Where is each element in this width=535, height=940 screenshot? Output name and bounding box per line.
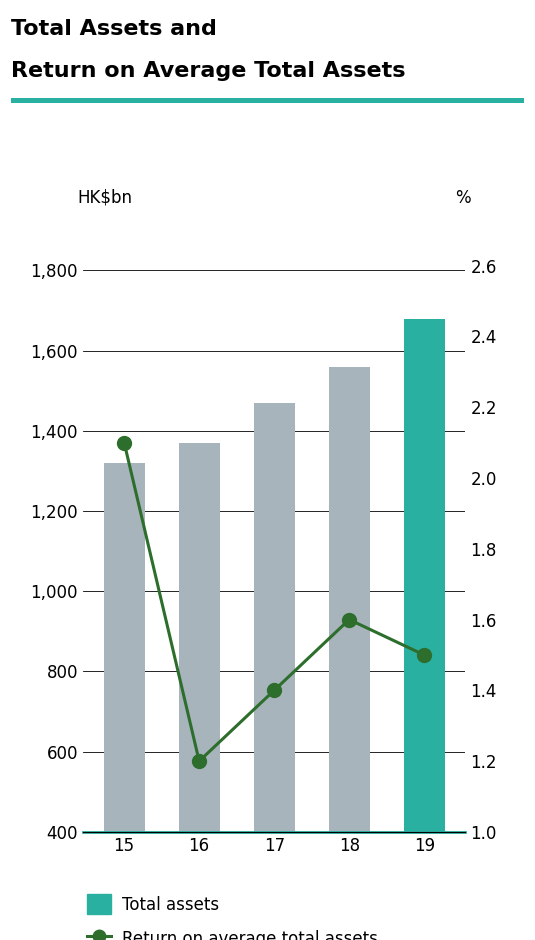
- Text: Return on Average Total Assets: Return on Average Total Assets: [11, 61, 405, 81]
- Text: %: %: [455, 189, 471, 207]
- Bar: [328, 367, 370, 940]
- Bar: [403, 319, 445, 940]
- Bar: [179, 443, 220, 940]
- Text: Total Assets and: Total Assets and: [11, 19, 217, 39]
- Bar: [104, 462, 145, 940]
- Bar: [254, 402, 295, 940]
- Legend: Total assets, Return on average total assets: Total assets, Return on average total as…: [87, 894, 378, 940]
- Text: HK$bn: HK$bn: [78, 189, 133, 207]
